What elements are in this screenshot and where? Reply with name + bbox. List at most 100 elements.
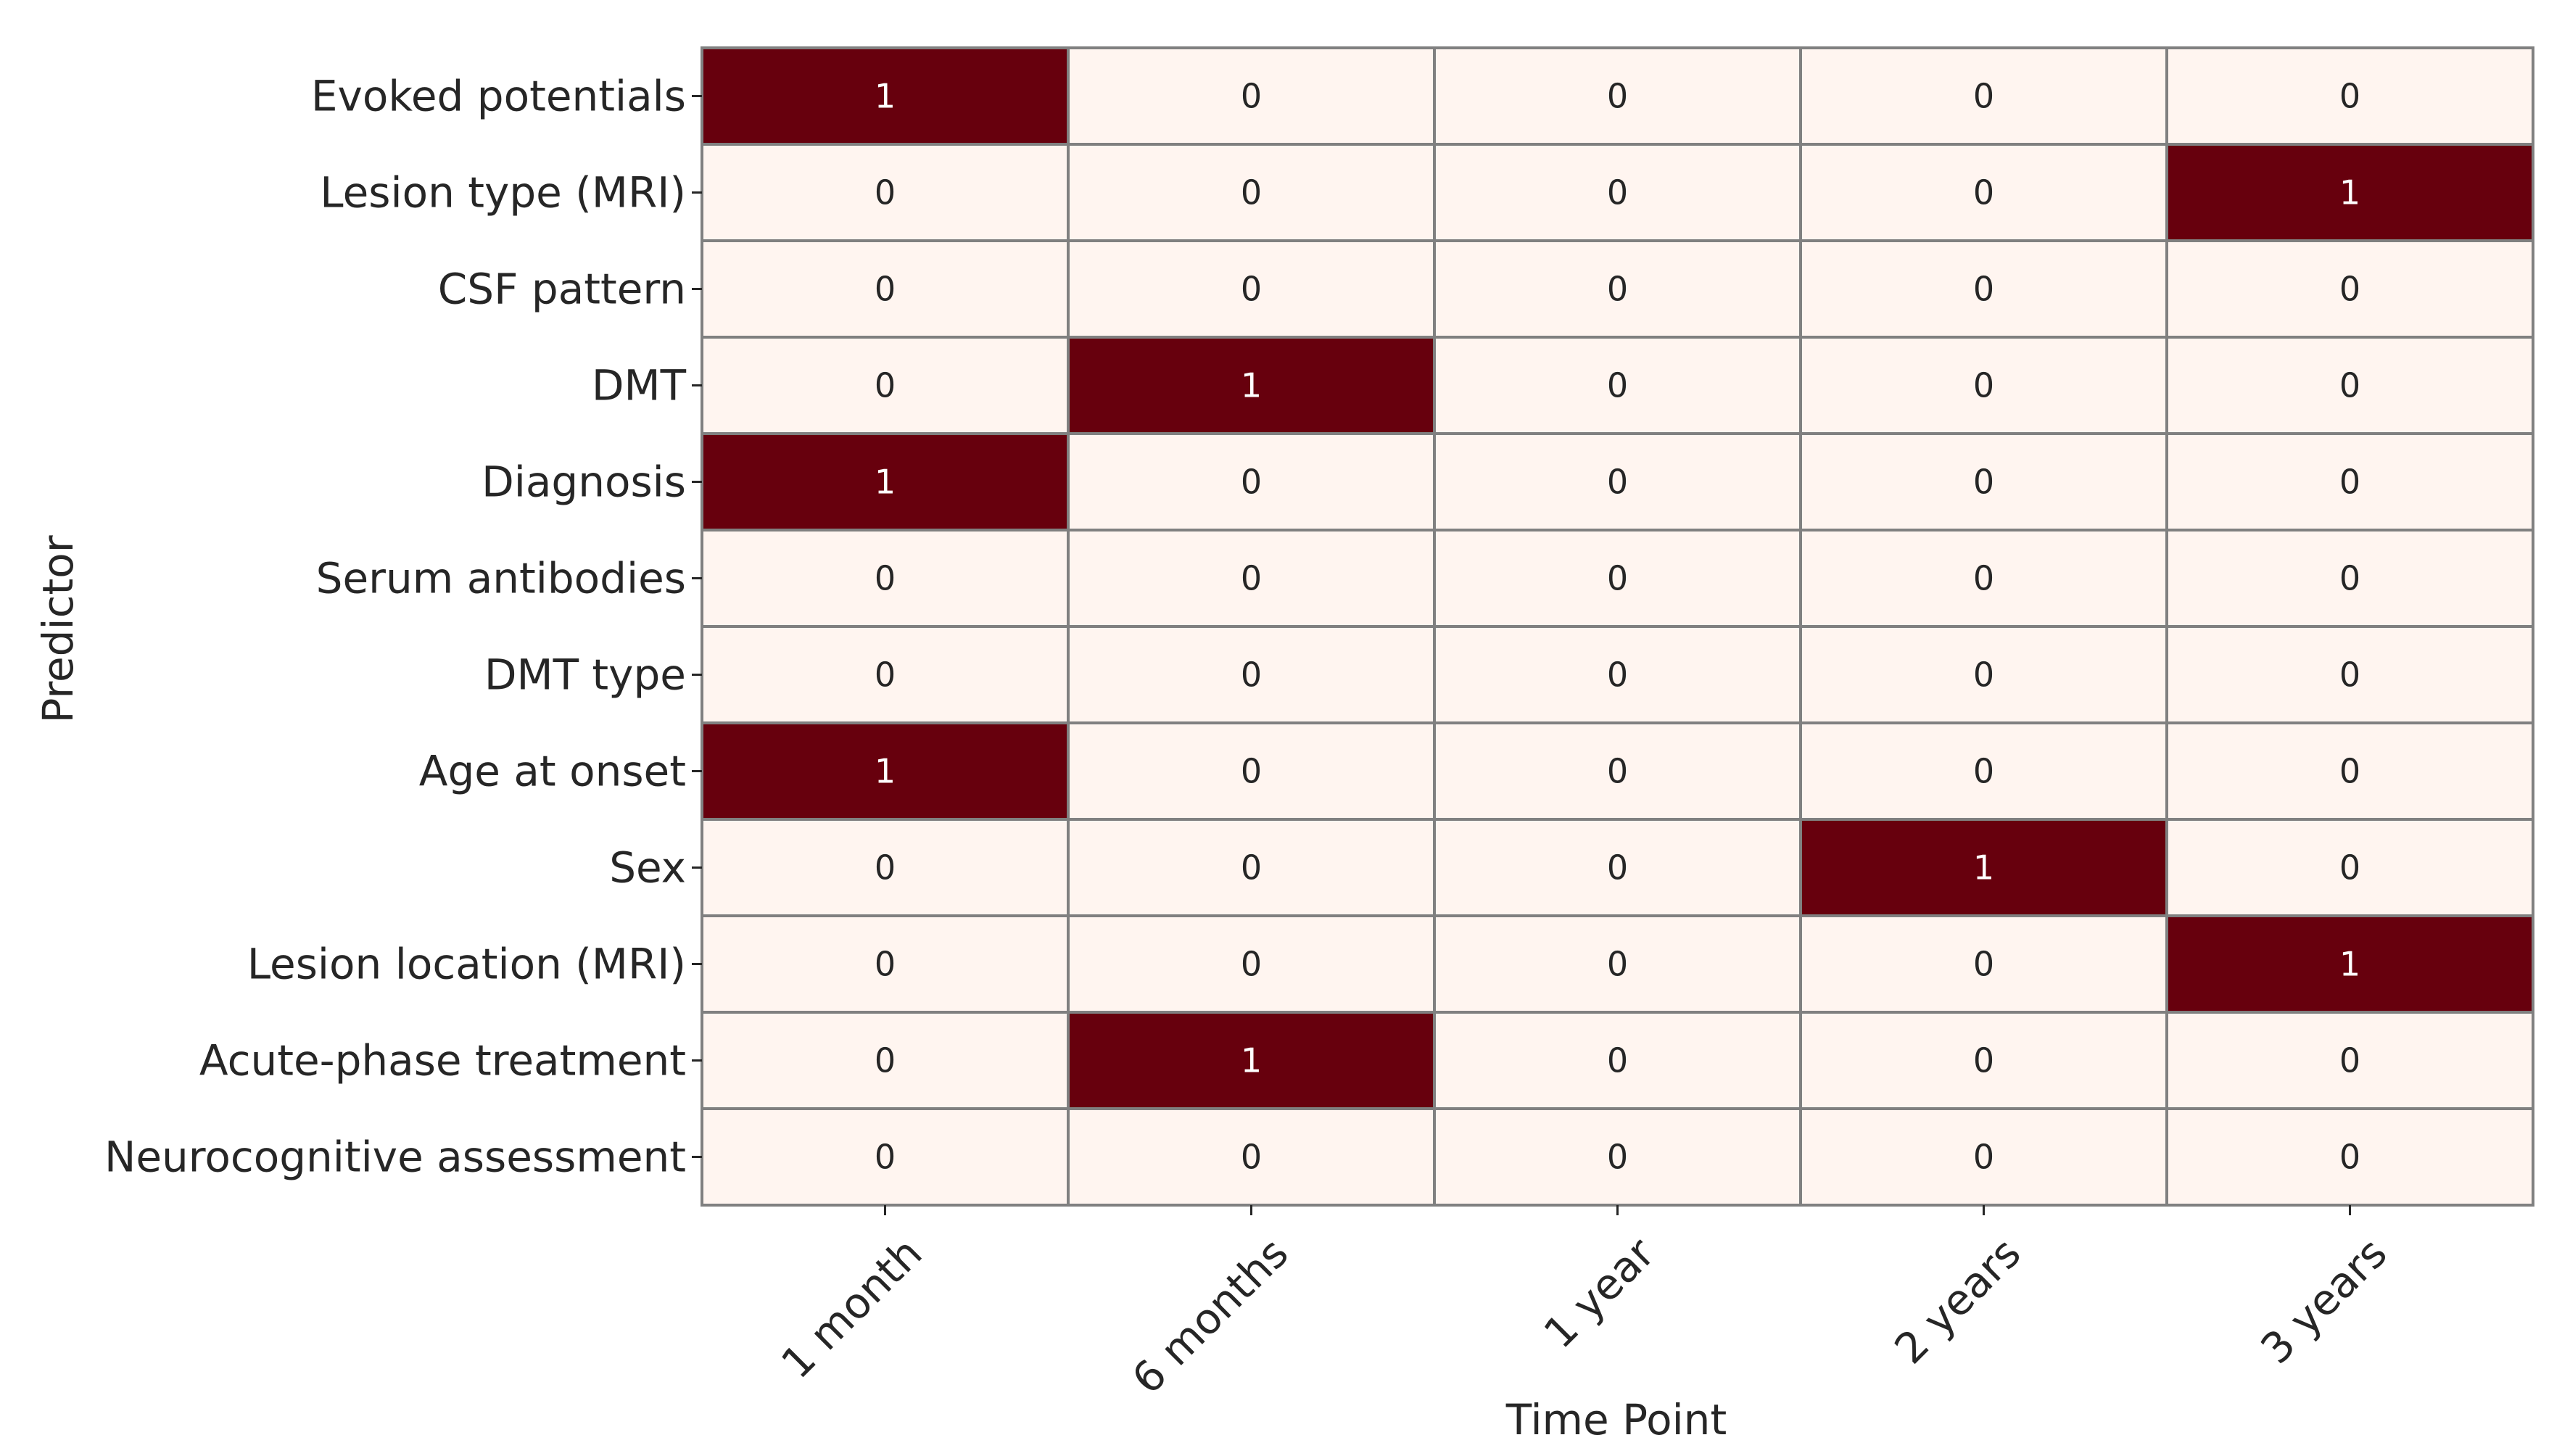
- cell-value-label: 0: [1973, 366, 1994, 405]
- cell-value-label: 0: [2339, 77, 2360, 116]
- cell-value-label: 0: [2339, 1138, 2360, 1177]
- y-tick-label: Acute-phase treatment: [199, 1036, 686, 1085]
- heatmap-cell: [2165, 721, 2534, 821]
- heatmap-cell: [701, 625, 1070, 724]
- cell-value-label: 1: [875, 463, 896, 502]
- heatmap-cell: [1067, 46, 1436, 146]
- cell-value-label: 0: [2339, 1041, 2360, 1080]
- cell-value-label: 1: [875, 77, 896, 116]
- cell-value-label: 0: [1607, 945, 1628, 984]
- cell-value-label: 0: [1973, 463, 1994, 502]
- heatmap-cell: [2165, 336, 2534, 435]
- y-tick-label: Lesion location (MRI): [247, 940, 686, 989]
- heatmap-cell: [1067, 818, 1436, 917]
- x-tick-label: 6 months: [1123, 1228, 1298, 1404]
- heatmap-cell: [701, 432, 1070, 531]
- cell-value-label: 0: [2339, 559, 2360, 598]
- x-tick-label: 3 years: [2251, 1228, 2396, 1373]
- cell-value-label: 0: [1241, 1138, 1262, 1177]
- heatmap-cell: [1799, 721, 2168, 821]
- y-tick-label: DMT: [592, 361, 687, 410]
- cell-value-label: 0: [1607, 1041, 1628, 1080]
- heatmap-cell: [1067, 239, 1436, 339]
- cell-value-label: 0: [1241, 270, 1262, 309]
- x-tick-label: 1 year: [1534, 1228, 1664, 1358]
- cell-value-label: 0: [1241, 173, 1262, 212]
- heatmap-cell: [1067, 432, 1436, 531]
- heatmap-cell: [2165, 1011, 2534, 1110]
- cell-value-label: 0: [1973, 173, 1994, 212]
- cell-value-label: 0: [1607, 559, 1628, 598]
- cell-value-label: 0: [875, 1041, 896, 1080]
- heatmap-cell: [1799, 336, 2168, 435]
- y-tick-label: DMT type: [484, 650, 686, 700]
- cell-value-label: 0: [875, 270, 896, 309]
- heatmap-cell: [701, 721, 1070, 821]
- cell-value-label: 0: [1607, 848, 1628, 888]
- heatmap-cell: [1433, 529, 1802, 628]
- cell-value-label: 0: [2339, 366, 2360, 405]
- cell-value-label: 0: [1607, 463, 1628, 502]
- cell-value-label: 0: [1607, 655, 1628, 695]
- y-tick-label: Serum antibodies: [316, 554, 686, 603]
- heatmap-cell: [701, 46, 1070, 146]
- cell-value-label: 0: [1973, 752, 1994, 791]
- heatmap-cell: [2165, 818, 2534, 917]
- heatmap-cell: [1433, 914, 1802, 1014]
- heatmap-cell: [1799, 1107, 2168, 1207]
- cell-value-label: 0: [875, 173, 896, 212]
- cell-value-label: 0: [1607, 366, 1628, 405]
- cell-value-label: 0: [1241, 77, 1262, 116]
- cell-value-label: 0: [2339, 848, 2360, 888]
- cell-value-label: 0: [1973, 270, 1994, 309]
- heatmap-cell: [2165, 432, 2534, 531]
- cell-value-label: 0: [1241, 752, 1262, 791]
- y-tick-label: Lesion type (MRI): [320, 168, 686, 218]
- y-axis-title: Predictor: [33, 535, 83, 723]
- cell-value-label: 0: [1241, 559, 1262, 598]
- heatmap-cell: [701, 1011, 1070, 1110]
- heatmap-cell: [1067, 529, 1436, 628]
- heatmap-cell: [1433, 1011, 1802, 1110]
- heatmap-cell: [1799, 529, 2168, 628]
- cell-value-label: 0: [1973, 1138, 1994, 1177]
- y-tick-label: Neurocognitive assessment: [104, 1133, 686, 1182]
- y-axis: Evoked potentials Lesion type (MRI) CSF pa…: [104, 72, 702, 1182]
- cell-value-label: 0: [2339, 270, 2360, 309]
- heatmap-cell: [1433, 432, 1802, 531]
- cell-value-label: 0: [1607, 173, 1628, 212]
- heatmap-cell: [1799, 239, 2168, 339]
- cell-value-label: 0: [1607, 752, 1628, 791]
- cell-value-label: 0: [875, 655, 896, 695]
- cell-value-label: 0: [1241, 655, 1262, 695]
- cell-value-label: 0: [1607, 1138, 1628, 1177]
- cell-value-label: 0: [875, 848, 896, 888]
- heatmap-cell: [1433, 143, 1802, 242]
- cell-value-label: 0: [1973, 945, 1994, 984]
- cell-value-label: 0: [1241, 848, 1262, 888]
- heatmap-cell: [1433, 336, 1802, 435]
- heatmap-cell: [1067, 721, 1436, 821]
- cell-value-label: 0: [1973, 77, 1994, 116]
- y-tick-label: CSF pattern: [438, 265, 686, 314]
- cell-value-label: 0: [875, 366, 896, 405]
- cell-value-label: 0: [875, 1138, 896, 1177]
- cell-value-label: 1: [1241, 366, 1262, 405]
- cell-value-label: 0: [2339, 752, 2360, 791]
- heatmap-cell: [701, 914, 1070, 1014]
- heatmap-cell: [2165, 529, 2534, 628]
- x-axis: 1 month 6 months 1 year 2 years 3 years: [772, 1205, 2397, 1404]
- y-tick-label: Evoked potentials: [311, 72, 686, 121]
- heatmap-cell: [2165, 143, 2534, 242]
- y-tick-label: Sex: [609, 843, 686, 893]
- heatmap-cell: [1799, 1011, 2168, 1110]
- cell-value-label: 1: [1973, 848, 1994, 888]
- heatmap-cell: [1067, 914, 1436, 1014]
- cell-value-label: 0: [875, 559, 896, 598]
- cell-value-label: 0: [2339, 655, 2360, 695]
- cell-value-label: 1: [2339, 173, 2360, 212]
- cell-value-label: 0: [1973, 655, 1994, 695]
- heatmap-cell: [1799, 914, 2168, 1014]
- cell-value-label: 0: [1607, 270, 1628, 309]
